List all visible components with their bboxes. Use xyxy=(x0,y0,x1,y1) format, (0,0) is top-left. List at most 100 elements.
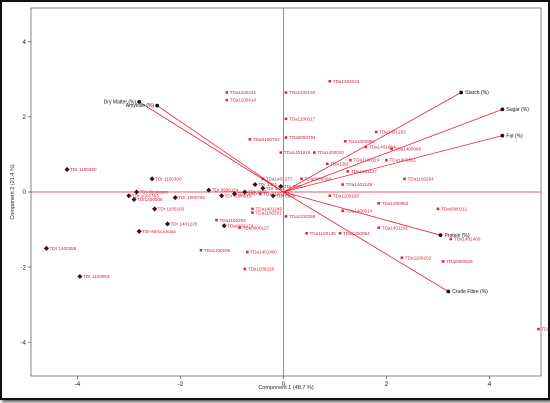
loading-vector xyxy=(283,92,462,193)
square-point-marker xyxy=(215,218,218,222)
x-tick-label: 2 xyxy=(385,381,389,388)
square-point-marker xyxy=(300,177,303,181)
square-point-marker xyxy=(238,226,241,229)
square-point-marker xyxy=(343,140,347,143)
square-point-marker xyxy=(284,91,288,94)
diamond-point-marker xyxy=(260,185,266,191)
square-point-marker xyxy=(328,194,332,198)
square-point-marker xyxy=(225,91,229,94)
loading-endpoint xyxy=(446,289,451,294)
point-label: TDa0900004 xyxy=(304,176,331,181)
square-point-marker xyxy=(436,207,440,211)
point-label: TDa1100203 xyxy=(219,218,246,223)
point-label: TDa1401919 xyxy=(284,150,311,155)
point-label: TDr 0900 xyxy=(276,193,296,198)
point-label: TDa1100114 xyxy=(353,158,379,163)
point-label: TDr 0000 xyxy=(237,191,257,196)
point-label: TDa1401684 xyxy=(369,145,396,150)
square-point-marker xyxy=(377,226,381,229)
loading-vector xyxy=(138,101,284,193)
loading-label: Sugar (%) xyxy=(506,107,529,113)
square-point-marker xyxy=(251,207,254,211)
loading-label: Amylose (%) xyxy=(126,103,155,109)
point-label: TDr 1100053 xyxy=(83,274,110,279)
loading-endpoint xyxy=(137,99,142,104)
point-label: TDa1401409 xyxy=(454,237,481,242)
diamond-point-marker xyxy=(231,191,238,197)
point-label: TDr-Ojuiyawo xyxy=(140,190,169,195)
square-point-marker xyxy=(313,151,316,154)
x-tick-label: 4 xyxy=(488,381,492,388)
diamond-point-marker xyxy=(136,228,142,234)
point-label: TDa1100135 xyxy=(310,231,337,236)
point-label: TDa1401277 xyxy=(266,176,293,181)
point-label: TDa0900240 xyxy=(541,327,548,332)
point-label: TDa1100201 xyxy=(256,210,283,215)
loading-label: Crude Fibre (%) xyxy=(452,289,488,295)
diamond-point-marker xyxy=(131,196,137,203)
square-point-marker xyxy=(341,183,344,186)
point-label: TDr 1100203 xyxy=(158,206,185,211)
point-label: TDa1400014 xyxy=(346,208,373,213)
point-label: TDr 0000015 xyxy=(225,193,252,198)
square-point-marker xyxy=(258,192,262,196)
square-point-marker xyxy=(325,162,329,166)
point-label: TDr1400005 xyxy=(137,197,163,202)
square-point-marker xyxy=(328,79,332,83)
point-label: TDa1400051 xyxy=(389,158,416,163)
point-label: TDa1100242 xyxy=(230,90,257,95)
loading-endpoint xyxy=(438,233,443,238)
point-label: TDa0000794 xyxy=(289,135,316,140)
diamond-point-marker xyxy=(134,189,140,195)
point-label: TDa1400010 xyxy=(317,150,344,155)
loading-vector xyxy=(283,109,503,193)
loading-vector xyxy=(283,135,503,193)
square-point-marker xyxy=(284,136,288,139)
point-label: TDr 1100 xyxy=(248,190,267,195)
square-point-marker xyxy=(537,327,540,331)
square-point-marker xyxy=(341,209,344,213)
point-label: TDa0601174 xyxy=(227,223,254,228)
point-label: TDa1100299 xyxy=(204,248,231,253)
loading-label: Dry Matter (%) xyxy=(104,99,137,105)
diamond-point-marker xyxy=(64,166,70,173)
square-point-marker xyxy=(279,151,283,154)
loading-endpoint xyxy=(155,103,160,108)
y-tick-label: 2 xyxy=(22,114,26,121)
diamond-point-marker xyxy=(219,193,225,199)
diamond-point-marker xyxy=(206,187,212,193)
loading-endpoint xyxy=(500,107,505,112)
diamond-point-marker xyxy=(126,193,132,199)
point-label: TDr 1100300 xyxy=(155,176,182,181)
y-tick-label: -2 xyxy=(20,264,26,271)
point-label: TDr 0900154 xyxy=(212,188,239,193)
point-label: TDa1401248 xyxy=(346,182,373,187)
point-label: TDa1401400 xyxy=(250,250,277,255)
point-label: TDr-Mecca kusa xyxy=(142,229,176,234)
diamond-point-marker xyxy=(172,195,178,201)
point-label: TDa0100793 xyxy=(253,137,280,142)
diamond-point-marker xyxy=(149,176,155,182)
pca-biplot: -4 -2 0 2 4 -4 -2 0 2 4 Dry Matter (%)Amylose (%)… xyxy=(10,7,550,391)
point-label: TDr 1401 xyxy=(258,182,278,187)
square-point-marker xyxy=(261,177,265,181)
square-point-marker xyxy=(364,145,368,149)
square-point-marker xyxy=(248,138,252,141)
loading-vector xyxy=(283,191,441,236)
point-label: TDa1000994 xyxy=(348,139,375,144)
loading-endpoint xyxy=(459,90,464,95)
square-point-marker xyxy=(284,117,288,121)
point-label: TDa1100228 xyxy=(248,267,275,272)
y-tick-label: 4 xyxy=(22,39,26,46)
y-axis-title: Component 2 (21.4 %) xyxy=(10,164,16,220)
point-label: TDa1100414 xyxy=(230,98,257,103)
diamond-point-marker xyxy=(221,223,227,229)
square-point-marker xyxy=(338,232,342,235)
point-label: TDa1100264 xyxy=(407,176,434,181)
square-point-marker xyxy=(374,130,378,134)
y-tick-label: -4 xyxy=(20,339,26,346)
point-label: TDa1100259 xyxy=(289,214,316,219)
square-point-marker xyxy=(305,232,308,235)
point-label: TDa1401137 xyxy=(351,169,378,174)
